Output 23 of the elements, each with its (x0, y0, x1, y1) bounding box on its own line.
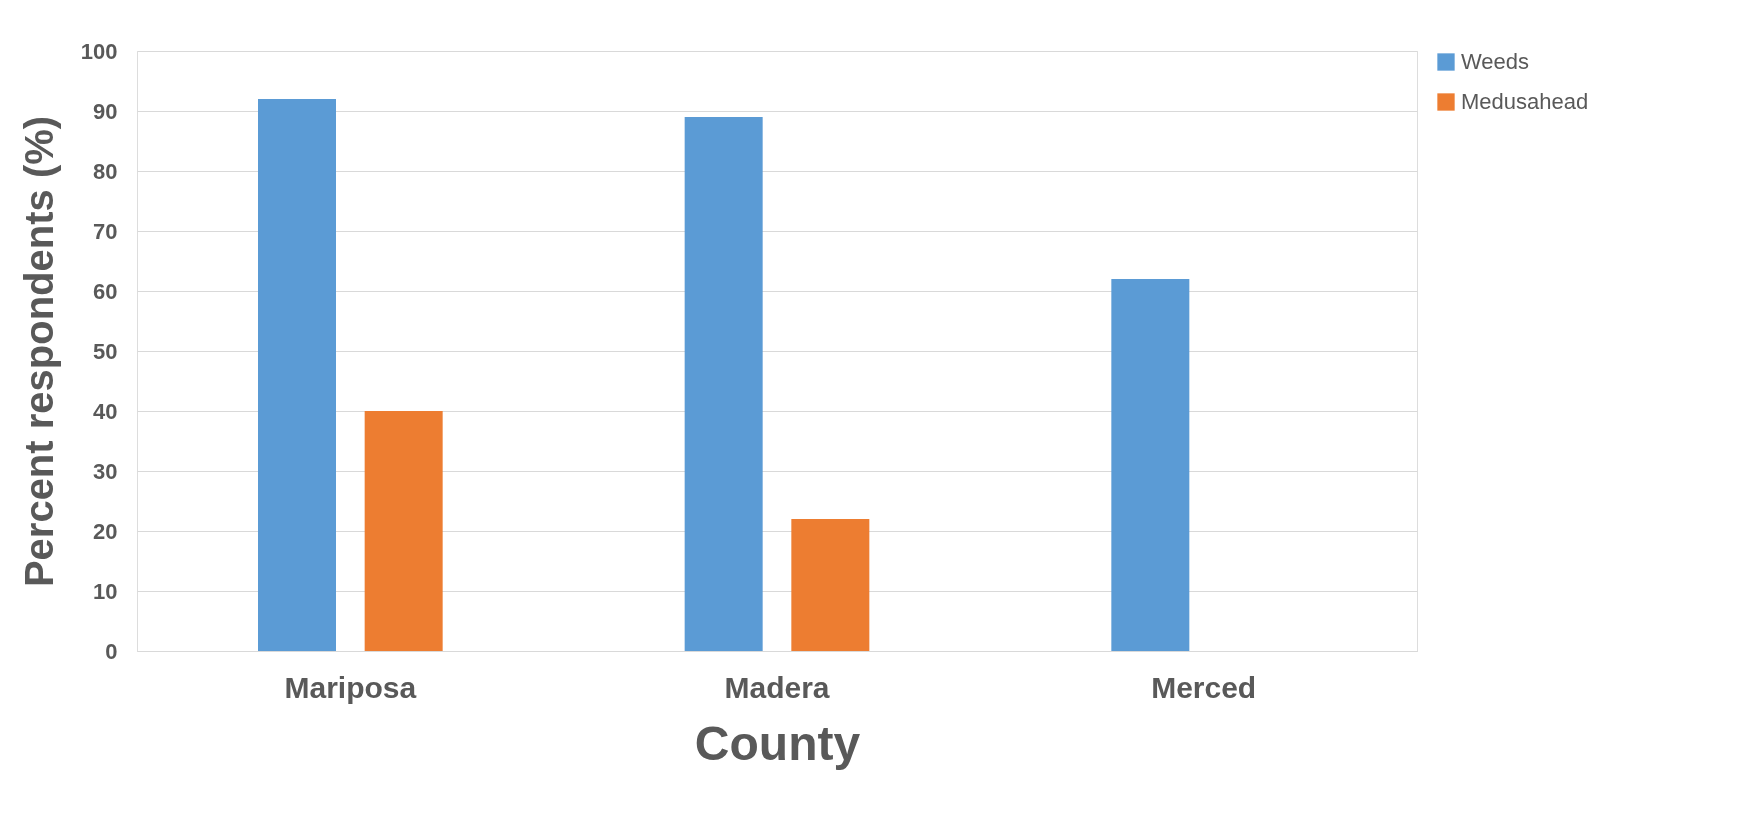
y-tick-label: 20 (93, 518, 118, 544)
legend-label: Weeds (1461, 49, 1530, 74)
y-tick-label: 40 (93, 398, 118, 424)
y-tick-label: 30 (93, 458, 118, 484)
y-axis-title: Percent respondents (%) (16, 115, 61, 588)
bar (364, 411, 443, 651)
y-tick-label: 0 (105, 638, 118, 664)
y-tick-label: 60 (93, 278, 118, 304)
x-tick-label: Mariposa (284, 670, 417, 704)
x-tick-label: Madera (724, 670, 830, 704)
y-tick-label: 10 (93, 578, 118, 604)
x-tick-label: Merced (1151, 670, 1257, 704)
y-tick-label: 100 (80, 38, 118, 64)
y-tick-label: 90 (93, 98, 118, 124)
y-tick-label: 70 (93, 218, 118, 244)
legend-label: Medusahead (1461, 89, 1589, 114)
bar (1111, 279, 1190, 651)
y-tick-label: 80 (93, 158, 118, 184)
bar (684, 117, 763, 651)
x-axis-title: County (694, 716, 861, 770)
y-tick-label: 50 (93, 338, 118, 364)
bar (258, 99, 336, 651)
bar (791, 519, 870, 651)
